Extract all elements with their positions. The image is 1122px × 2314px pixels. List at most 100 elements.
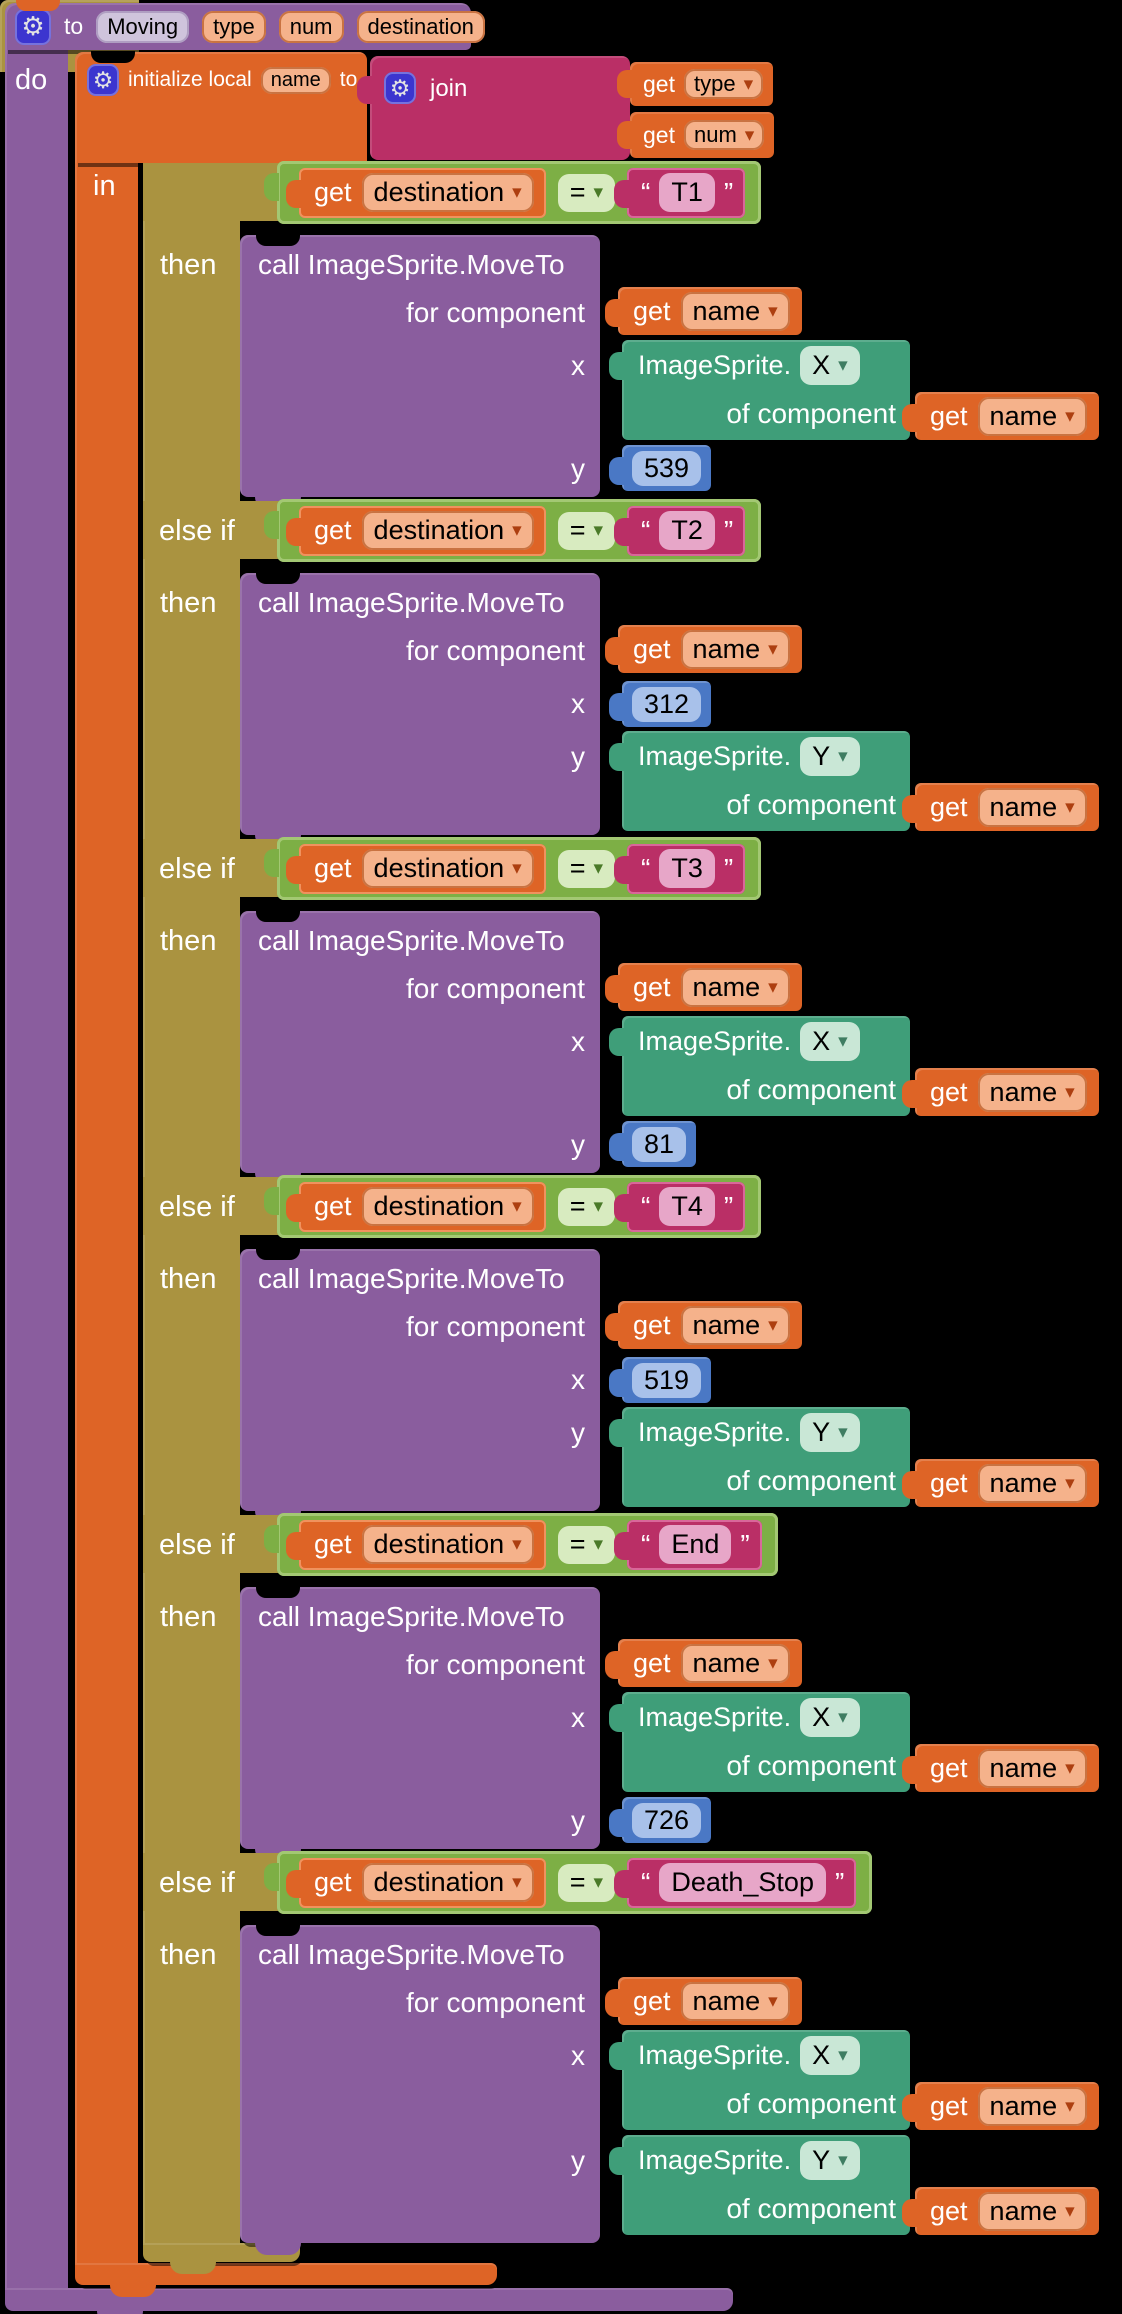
variable-dropdown[interactable]: type ▾ (683, 69, 764, 99)
property-dropdown[interactable]: Y ▾ (800, 736, 860, 776)
variable-dropdown[interactable]: name ▾ (680, 1643, 790, 1683)
condition-block[interactable]: get destination ▾ = ▾ “ Death_Stop ” (264, 1851, 873, 1914)
condition-block[interactable]: get destination ▾ = ▾ “ T2 ” (264, 499, 762, 562)
variable-dropdown[interactable]: destination ▾ (361, 1187, 534, 1226)
variable-dropdown[interactable]: name ▾ (680, 629, 790, 669)
get-name-block[interactable]: get name ▾ (902, 2082, 1099, 2130)
number-block[interactable]: 539 (609, 445, 712, 491)
variable-dropdown[interactable]: destination ▾ (361, 849, 534, 888)
number-block[interactable]: 519 (609, 1357, 712, 1403)
string-value-field[interactable]: Death_Stop (659, 1863, 826, 1902)
mutator-gear-icon[interactable]: ⚙ (15, 8, 51, 45)
imagesprite-property-block[interactable]: ImageSprite. X ▾ of component get name ▾ (609, 340, 1099, 440)
string-block[interactable]: “ End ” (614, 1519, 762, 1570)
param-destination[interactable]: destination (356, 10, 485, 43)
param-type[interactable]: type (202, 10, 266, 43)
number-value-field[interactable]: 81 (632, 1126, 687, 1162)
number-value-field[interactable]: 519 (632, 1362, 702, 1398)
get-name-block[interactable]: get name ▾ (605, 1639, 802, 1687)
variable-dropdown[interactable]: num ▾ (683, 120, 765, 150)
init-local-bottom[interactable] (75, 2263, 497, 2285)
get-name-block[interactable]: get name ▾ (902, 1744, 1099, 1792)
call-moveto-block[interactable]: call ImageSprite.MoveTo for component x … (240, 1248, 1099, 1523)
get-destination-block[interactable]: get destination ▾ (286, 843, 546, 894)
number-block[interactable]: 81 (609, 1121, 697, 1167)
get-destination-block[interactable]: get destination ▾ (286, 167, 546, 218)
get-destination-block[interactable]: get destination ▾ (286, 505, 546, 556)
get-destination-block[interactable]: get destination ▾ (286, 1519, 546, 1570)
operator-dropdown[interactable]: = ▾ (557, 1863, 616, 1902)
call-moveto-block[interactable]: call ImageSprite.MoveTo for component x … (240, 910, 1099, 1185)
operator-dropdown[interactable]: = ▾ (557, 1525, 616, 1564)
operator-dropdown[interactable]: = ▾ (557, 173, 616, 212)
variable-dropdown[interactable]: destination ▾ (361, 511, 534, 550)
variable-dropdown[interactable]: destination ▾ (361, 173, 534, 212)
get-name-block[interactable]: get name ▾ (605, 287, 802, 335)
get-name-block[interactable]: get name ▾ (902, 1068, 1099, 1116)
get-destination-block[interactable]: get destination ▾ (286, 1181, 546, 1232)
initialize-local-block[interactable]: ⚙ initialize local name to (75, 51, 367, 163)
call-moveto-block[interactable]: call ImageSprite.MoveTo for component x … (240, 1586, 1099, 1861)
operator-dropdown[interactable]: = ▾ (557, 1187, 616, 1226)
imagesprite-property-block[interactable]: ImageSprite. Y ▾ of component get name ▾ (609, 2135, 1099, 2235)
variable-dropdown[interactable]: name ▾ (977, 2086, 1087, 2126)
variable-dropdown[interactable]: name ▾ (680, 291, 790, 331)
variable-dropdown[interactable]: name ▾ (680, 967, 790, 1007)
string-block[interactable]: “ T3 ” (614, 843, 746, 894)
get-type-block[interactable]: get type ▾ (617, 62, 774, 106)
get-destination-block[interactable]: get destination ▾ (286, 1857, 546, 1908)
number-block[interactable]: 726 (609, 1797, 712, 1843)
get-name-block[interactable]: get name ▾ (902, 2187, 1099, 2235)
variable-dropdown[interactable]: name ▾ (680, 1305, 790, 1345)
variable-dropdown[interactable]: name ▾ (680, 1981, 790, 2021)
property-dropdown[interactable]: X ▾ (800, 1021, 860, 1061)
number-value-field[interactable]: 312 (632, 686, 702, 722)
get-name-block[interactable]: get name ▾ (902, 1459, 1099, 1507)
imagesprite-property-block[interactable]: ImageSprite. X ▾ of component get name ▾ (609, 1016, 1099, 1116)
property-dropdown[interactable]: X ▾ (800, 345, 860, 385)
condition-block[interactable]: get destination ▾ = ▾ “ T3 ” (264, 837, 762, 900)
property-dropdown[interactable]: Y ▾ (800, 2140, 860, 2180)
operator-dropdown[interactable]: = ▾ (557, 849, 616, 888)
number-value-field[interactable]: 726 (632, 1802, 702, 1838)
call-moveto-block[interactable]: call ImageSprite.MoveTo for component x … (240, 572, 1099, 847)
variable-dropdown[interactable]: name ▾ (977, 1463, 1087, 1503)
imagesprite-property-block[interactable]: ImageSprite. X ▾ of component get name ▾ (609, 2030, 1099, 2130)
string-value-field[interactable]: T3 (659, 849, 715, 888)
procedure-block-spine[interactable] (5, 40, 68, 2292)
string-block[interactable]: “ T1 ” (614, 167, 746, 218)
get-name-block[interactable]: get name ▾ (902, 392, 1099, 440)
imagesprite-property-block[interactable]: ImageSprite. Y ▾ of component get name ▾ (609, 731, 1099, 831)
string-value-field[interactable]: End (659, 1525, 732, 1564)
param-num[interactable]: num (278, 10, 344, 43)
variable-dropdown[interactable]: name ▾ (977, 2191, 1087, 2231)
string-value-field[interactable]: T2 (659, 511, 715, 550)
string-value-field[interactable]: T1 (659, 173, 715, 212)
get-name-block[interactable]: get name ▾ (902, 783, 1099, 831)
imagesprite-property-block[interactable]: ImageSprite. Y ▾ of component get name ▾ (609, 1407, 1099, 1507)
condition-block[interactable]: get destination ▾ = ▾ “ T1 ” (264, 161, 762, 224)
number-value-field[interactable]: 539 (632, 450, 702, 486)
mutator-gear-icon[interactable]: ⚙ (87, 64, 119, 96)
property-dropdown[interactable]: X ▾ (800, 2035, 860, 2075)
procedure-definition-block[interactable]: ⚙ to Moving type num destination (5, 3, 485, 50)
property-dropdown[interactable]: X ▾ (800, 1697, 860, 1737)
variable-dropdown[interactable]: destination ▾ (361, 1863, 534, 1902)
operator-dropdown[interactable]: = ▾ (557, 511, 616, 550)
property-dropdown[interactable]: Y ▾ (800, 1412, 860, 1452)
get-name-block[interactable]: get name ▾ (605, 1977, 802, 2025)
condition-block[interactable]: get destination ▾ = ▾ “ End ” (264, 1513, 778, 1576)
variable-dropdown[interactable]: name ▾ (977, 396, 1087, 436)
mutator-gear-icon[interactable]: ⚙ (384, 72, 416, 104)
string-block[interactable]: “ Death_Stop ” (614, 1857, 857, 1908)
variable-dropdown[interactable]: name ▾ (977, 787, 1087, 827)
procedure-name-field[interactable]: Moving (96, 10, 190, 43)
join-block[interactable]: ⚙ join (357, 56, 630, 160)
get-name-block[interactable]: get name ▾ (605, 625, 802, 673)
condition-block[interactable]: get destination ▾ = ▾ “ T4 ” (264, 1175, 762, 1238)
get-name-block[interactable]: get name ▾ (605, 1301, 802, 1349)
variable-dropdown[interactable]: name ▾ (977, 1072, 1087, 1112)
variable-dropdown[interactable]: destination ▾ (361, 1525, 534, 1564)
call-moveto-block[interactable]: call ImageSprite.MoveTo for component x … (240, 1924, 1099, 2255)
variable-dropdown[interactable]: name ▾ (977, 1748, 1087, 1788)
